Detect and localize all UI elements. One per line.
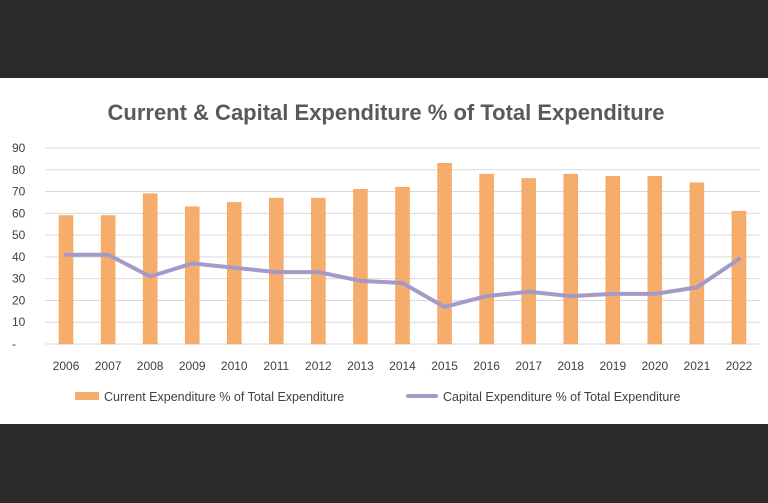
x-tick-label: 2012 bbox=[305, 359, 332, 373]
top-background-band bbox=[0, 0, 768, 78]
x-tick-label: 2011 bbox=[263, 359, 289, 373]
bar-current-2008 bbox=[142, 193, 158, 345]
x-tick-label: 2009 bbox=[179, 359, 206, 373]
bar-series bbox=[58, 162, 747, 345]
x-tick-label: 2016 bbox=[473, 359, 500, 373]
y-tick-label: 80 bbox=[12, 163, 26, 177]
x-tick-label: 2015 bbox=[431, 359, 458, 373]
chart-card: Current & Capital Expenditure % of Total… bbox=[0, 78, 768, 424]
x-tick-label: 2019 bbox=[599, 359, 626, 373]
bar-current-2006 bbox=[58, 215, 74, 345]
y-tick-label: 60 bbox=[12, 206, 26, 220]
x-tick-label: 2020 bbox=[642, 359, 669, 373]
legend: Current Expenditure % of Total Expenditu… bbox=[75, 390, 680, 404]
bar-current-2021 bbox=[689, 182, 705, 345]
x-tick-label: 2018 bbox=[557, 359, 584, 373]
bar-current-2015 bbox=[437, 162, 452, 345]
y-tick-label: 10 bbox=[12, 315, 26, 329]
bar-current-2010 bbox=[227, 202, 242, 345]
x-axis-ticks: 2006 2007 2008 2009 2010 2011 2012 2013 2014 2015… bbox=[53, 359, 753, 373]
x-tick-label: 2022 bbox=[726, 359, 753, 373]
legend-capital-label: Capital Expenditure % of Total Expenditu… bbox=[443, 390, 680, 404]
x-tick-label: 2013 bbox=[347, 359, 374, 373]
x-tick-label: 2008 bbox=[137, 359, 164, 373]
y-tick-label: 70 bbox=[12, 185, 26, 199]
y-tick-label: 30 bbox=[12, 272, 26, 286]
x-tick-label: 2014 bbox=[389, 359, 416, 373]
x-tick-label: 2017 bbox=[515, 359, 542, 373]
x-tick-label: 2006 bbox=[53, 359, 80, 373]
legend-bar-swatch bbox=[75, 392, 99, 400]
x-tick-label: 2010 bbox=[221, 359, 248, 373]
line-capital bbox=[64, 252, 741, 309]
bar-current-2022 bbox=[731, 210, 747, 345]
bar-current-2009 bbox=[184, 206, 200, 345]
bar-current-2007 bbox=[100, 215, 116, 345]
chart: Current & Capital Expenditure % of Total… bbox=[12, 100, 760, 404]
legend-current-label: Current Expenditure % of Total Expenditu… bbox=[104, 390, 344, 404]
y-tick-label: 20 bbox=[12, 293, 26, 307]
y-tick-label: - bbox=[12, 337, 16, 351]
bar-current-2013 bbox=[353, 189, 368, 345]
line-series bbox=[64, 252, 741, 309]
bar-current-2016 bbox=[479, 173, 494, 345]
y-axis-ticks: - 10 20 30 40 50 60 70 80 90 bbox=[12, 141, 26, 351]
y-tick-label: 50 bbox=[12, 228, 26, 242]
chart-title: Current & Capital Expenditure % of Total… bbox=[108, 100, 665, 125]
bar-current-2019 bbox=[605, 176, 621, 345]
x-tick-label: 2021 bbox=[684, 359, 711, 373]
bottom-background-band bbox=[0, 424, 768, 503]
bar-current-2017 bbox=[521, 178, 536, 345]
y-tick-label: 40 bbox=[12, 250, 26, 264]
bar-current-2018 bbox=[563, 173, 578, 345]
x-tick-label: 2007 bbox=[95, 359, 122, 373]
bar-current-2014 bbox=[395, 186, 410, 345]
y-tick-label: 90 bbox=[12, 141, 26, 155]
bar-current-2020 bbox=[647, 176, 663, 345]
